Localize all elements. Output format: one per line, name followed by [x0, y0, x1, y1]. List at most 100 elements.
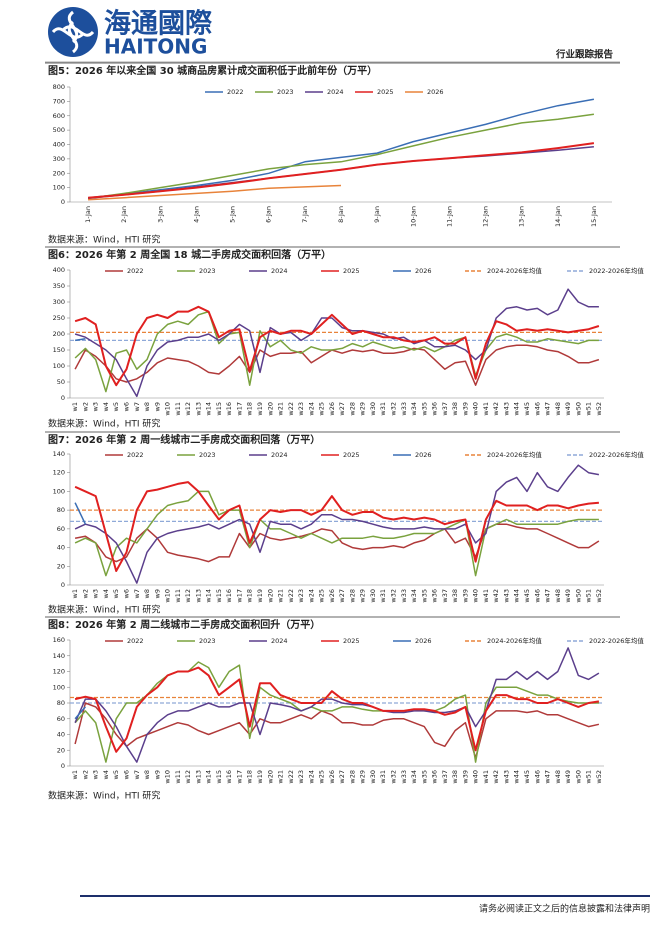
y-tick-label: 600: [53, 112, 65, 120]
y-tick-label: 150: [53, 346, 65, 354]
y-tick-label: 800: [53, 83, 65, 91]
y-tick-label: 200: [53, 169, 65, 177]
x-tick-label: w12: [184, 402, 192, 416]
series-line: [74, 490, 599, 577]
series-line: [88, 98, 595, 199]
x-tick-label: 7-Jan: [301, 206, 309, 223]
legend-label: 2026: [415, 267, 432, 275]
x-tick-label: w27: [338, 770, 346, 784]
x-tick-label: 8-Jan: [337, 206, 345, 223]
series-line: [74, 666, 600, 753]
x-tick-label: w20: [266, 402, 274, 416]
x-tick-label: w9: [153, 402, 161, 411]
x-tick-label: w20: [266, 589, 274, 603]
x-tick-label: w3: [92, 402, 100, 411]
x-tick-label: w7: [133, 402, 141, 411]
x-tick-label: w17: [235, 589, 243, 603]
x-tick-label: w20: [266, 770, 274, 784]
x-tick-label: w52: [595, 589, 603, 603]
x-tick-label: w48: [554, 589, 562, 603]
y-tick-label: 100: [53, 683, 65, 691]
x-tick-label: w26: [328, 402, 336, 416]
x-tick-label: w32: [389, 589, 397, 603]
x-tick-label: w23: [297, 770, 305, 784]
logo-icon: [48, 7, 98, 57]
y-tick-label: 100: [53, 362, 65, 370]
x-tick-label: 3-Jan: [156, 206, 164, 223]
series-line: [74, 523, 600, 563]
x-tick-label: w8: [143, 589, 151, 598]
x-tick-label: w42: [492, 402, 500, 416]
y-tick-label: 100: [53, 487, 65, 495]
legend-label: 2024: [327, 88, 344, 96]
x-tick-label: w14: [205, 770, 213, 784]
x-tick-label: w28: [348, 770, 356, 784]
x-tick-label: w16: [225, 770, 233, 784]
legend-label: 2025: [343, 451, 360, 459]
x-tick-label: w36: [431, 770, 439, 784]
x-tick-label: w26: [328, 589, 336, 603]
x-tick-label: 10-Jan: [409, 206, 417, 227]
figure-title: 图5：2026 年以来全国 30 城商品房累计成交面积低于此前年份（万平）: [48, 64, 377, 77]
x-tick-label: w37: [441, 770, 449, 784]
y-tick-label: 120: [53, 668, 65, 676]
x-tick-label: w5: [112, 589, 120, 598]
series-line: [88, 142, 595, 199]
figure-source: 数据来源：Wind，HTI 研究: [48, 790, 160, 802]
y-tick-label: 300: [53, 155, 65, 163]
legend-label: 2024: [271, 267, 288, 275]
x-tick-label: w19: [256, 589, 264, 603]
x-tick-label: w37: [441, 402, 449, 416]
x-tick-label: w45: [523, 402, 531, 416]
y-tick-label: 250: [53, 314, 65, 322]
x-tick-label: w51: [585, 770, 593, 784]
x-tick-label: w50: [574, 589, 582, 603]
x-tick-label: w4: [102, 770, 110, 779]
x-tick-label: w32: [389, 770, 397, 784]
x-tick-label: w46: [533, 770, 541, 784]
x-tick-label: w32: [389, 402, 397, 416]
x-tick-label: 6-Jan: [265, 206, 273, 223]
x-tick-label: w30: [369, 589, 377, 603]
y-tick-label: 140: [53, 652, 65, 660]
x-tick-label: w22: [287, 770, 295, 784]
report-type: 行业跟踪报告: [555, 49, 614, 61]
x-tick-label: w44: [513, 770, 521, 784]
x-tick-label: w46: [533, 402, 541, 416]
series-line: [74, 502, 87, 525]
x-tick-label: 5-Jan: [229, 206, 237, 223]
x-tick-label: w10: [164, 770, 172, 784]
x-tick-label: w14: [205, 402, 213, 416]
x-tick-label: w11: [174, 589, 182, 603]
x-tick-label: w18: [246, 770, 254, 784]
x-tick-label: w45: [523, 589, 531, 603]
x-tick-label: w41: [482, 770, 490, 784]
x-tick-label: w40: [472, 402, 480, 416]
series-line: [87, 113, 595, 200]
x-tick-label: w25: [318, 770, 326, 784]
legend-label: 2023: [199, 637, 216, 645]
x-tick-label: w36: [431, 589, 439, 603]
series-line: [74, 702, 600, 759]
x-tick-label: w24: [307, 402, 315, 416]
legend-label: 2026: [415, 451, 432, 459]
x-tick-label: w44: [513, 402, 521, 416]
x-tick-label: w40: [472, 770, 480, 784]
legend-label: 2024: [271, 637, 288, 645]
x-tick-label: w23: [297, 589, 305, 603]
y-tick-label: 40: [57, 544, 65, 552]
logo-cn: 海通國際: [104, 9, 212, 40]
x-tick-label: w46: [533, 589, 541, 603]
x-tick-label: 1-Jan: [84, 206, 92, 223]
x-tick-label: w15: [215, 402, 223, 416]
x-tick-label: w35: [420, 402, 428, 416]
x-tick-label: w31: [379, 589, 387, 603]
legend-label: 2023: [199, 267, 216, 275]
x-tick-label: w2: [81, 589, 89, 598]
x-tick-label: w11: [174, 402, 182, 416]
x-tick-label: w34: [410, 589, 418, 603]
x-tick-label: w24: [307, 770, 315, 784]
series-line: [74, 310, 599, 393]
legend-label: 2022: [227, 88, 244, 96]
